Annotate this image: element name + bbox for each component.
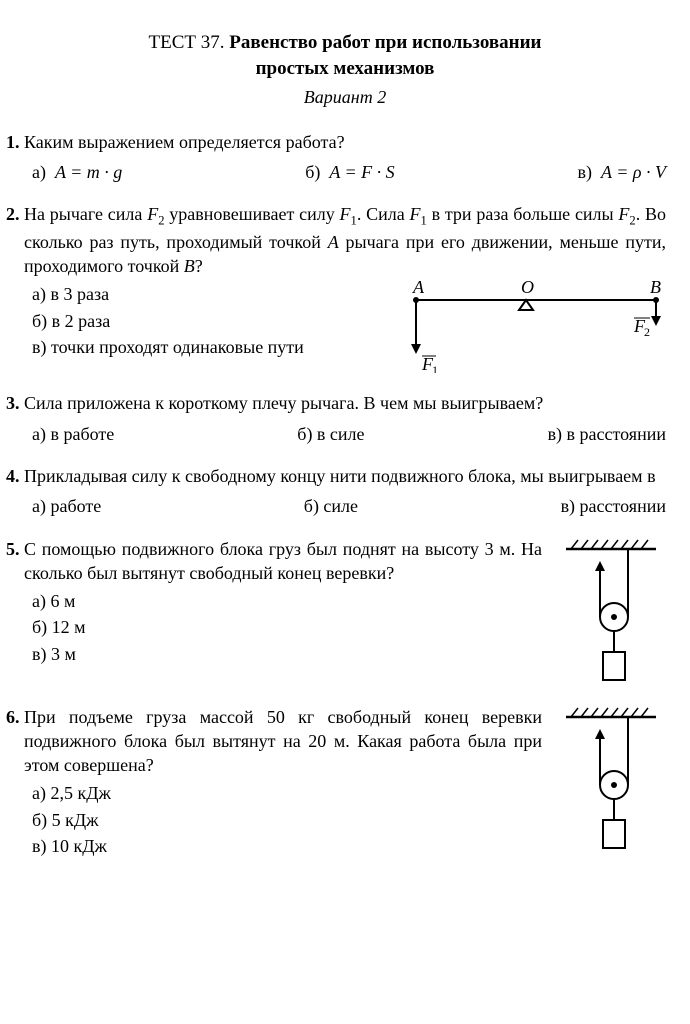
diagram-label-b: B bbox=[650, 278, 661, 297]
question-2: 2. На рычаге сила F2 уравновешивает силу… bbox=[24, 202, 666, 373]
q4-answer-a: а) работе bbox=[32, 494, 101, 518]
q5-number: 5. bbox=[6, 537, 20, 561]
test-title: ТЕСТ 37. Равенство работ при использован… bbox=[24, 30, 666, 81]
q1-text: Каким выражением определяется работа? bbox=[24, 130, 666, 154]
q4-number: 4. bbox=[6, 464, 20, 488]
q6-answer-c: в) 10 кДж bbox=[32, 834, 542, 858]
lever-diagram-icon: A O B F 1 F 2 bbox=[406, 278, 666, 373]
q3-text: Сила приложена к короткому плечу рычага.… bbox=[24, 391, 666, 415]
question-3: 3. Сила приложена к короткому плечу рыча… bbox=[24, 391, 666, 446]
q6-text: При подъеме груза массой 50 кг свободный… bbox=[24, 705, 542, 778]
q1-answer-c: в) A = ρ · V bbox=[578, 160, 666, 184]
q2-answer-a: а) в 3 раза bbox=[32, 282, 392, 306]
q1-number: 1. bbox=[6, 130, 20, 154]
q4-answer-b: б) силе bbox=[304, 494, 358, 518]
q2-number: 2. bbox=[6, 202, 20, 226]
q6-answer-b: б) 5 кДж bbox=[32, 808, 542, 832]
q2-text: На рычаге сила F2 уравновешивает силу F1… bbox=[24, 202, 666, 278]
diagram-f1-sub: 1 bbox=[432, 363, 438, 373]
q1-answers: а) A = m · g б) A = F · S в) A = ρ · V bbox=[24, 160, 666, 184]
question-6: 6. При подъеме груза массой 50 кг свобод… bbox=[24, 705, 666, 861]
q2-answer-c: в) точки проходят одинаковые пути bbox=[32, 335, 392, 359]
question-1: 1. Каким выражением определяется работа?… bbox=[24, 130, 666, 185]
q4-answers: а) работе б) силе в) расстоянии bbox=[24, 494, 666, 518]
q6-answer-a: а) 2,5 кДж bbox=[32, 781, 542, 805]
q3-number: 3. bbox=[6, 391, 20, 415]
q4-text: Прикладывая силу к свободному концу нити… bbox=[24, 464, 666, 488]
q5-answer-b: б) 12 м bbox=[32, 615, 542, 639]
q3-answer-a: а) в работе bbox=[32, 422, 114, 446]
title-line-2: простых механизмов bbox=[256, 58, 435, 79]
q2-diagram: A O B F 1 F 2 bbox=[406, 278, 666, 373]
pulley-diagram-icon bbox=[556, 705, 666, 855]
q5-text: С помощью подвижного блока груз был подн… bbox=[24, 537, 542, 586]
q6-number: 6. bbox=[6, 705, 20, 729]
header: ТЕСТ 37. Равенство работ при использован… bbox=[24, 30, 666, 110]
diagram-label-o: O bbox=[521, 278, 534, 297]
diagram-label-a: A bbox=[412, 278, 425, 297]
q4-answer-c: в) расстоянии bbox=[561, 494, 666, 518]
q3-answer-c: в) в расстоянии bbox=[548, 422, 666, 446]
q2-answers: а) в 3 раза б) в 2 раза в) точки проходя… bbox=[24, 282, 392, 359]
q3-answer-b: б) в силе bbox=[297, 422, 364, 446]
diagram-f2-sub: 2 bbox=[644, 325, 650, 339]
q6-diagram bbox=[556, 705, 666, 855]
q5-answer-a: а) 6 м bbox=[32, 589, 542, 613]
q5-diagram bbox=[556, 537, 666, 687]
question-4: 4. Прикладывая силу к свободному концу н… bbox=[24, 464, 666, 519]
pulley-diagram-icon bbox=[556, 537, 666, 687]
q5-answer-c: в) 3 м bbox=[32, 642, 542, 666]
q3-answers: а) в работе б) в силе в) в расстоянии bbox=[24, 422, 666, 446]
question-5: 5. С помощью подвижного блока груз был п… bbox=[24, 537, 666, 687]
q2-answer-b: б) в 2 раза bbox=[32, 309, 392, 333]
test-label: ТЕСТ 37. bbox=[149, 32, 225, 53]
q5-answers: а) 6 м б) 12 м в) 3 м bbox=[24, 589, 542, 666]
variant-label: Вариант 2 bbox=[24, 85, 666, 109]
q6-answers: а) 2,5 кДж б) 5 кДж в) 10 кДж bbox=[24, 781, 542, 858]
q1-answer-a: а) A = m · g bbox=[32, 160, 122, 184]
q1-answer-b: б) A = F · S bbox=[305, 160, 394, 184]
title-line-1: Равенство работ при использовании bbox=[229, 32, 541, 53]
